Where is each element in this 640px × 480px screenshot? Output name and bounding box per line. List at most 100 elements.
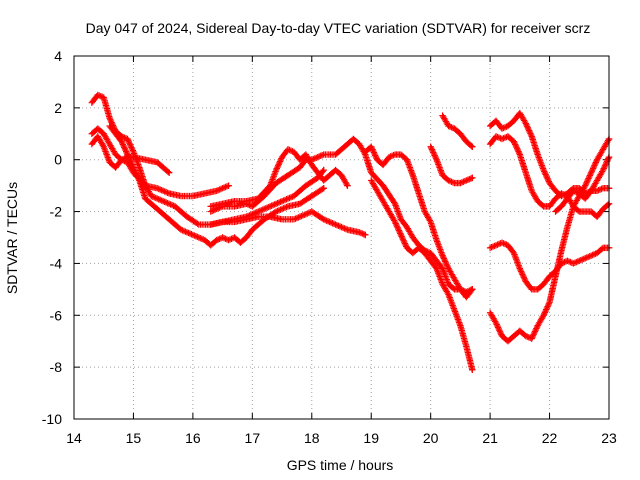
data-point xyxy=(486,244,494,252)
data-point xyxy=(489,243,497,250)
data-point xyxy=(127,142,135,150)
data-point xyxy=(167,201,174,208)
data-point xyxy=(198,235,206,242)
data-point xyxy=(400,237,407,244)
series-sat-j xyxy=(439,112,476,150)
data-point xyxy=(161,198,168,206)
data-point xyxy=(397,230,404,237)
data-point xyxy=(261,205,268,213)
data-point xyxy=(527,131,535,139)
data-point xyxy=(214,236,222,243)
data-point xyxy=(122,147,129,154)
data-point xyxy=(385,153,393,161)
data-point xyxy=(598,185,605,193)
data-point xyxy=(330,220,338,228)
data-point xyxy=(119,139,126,147)
data-point xyxy=(164,168,172,175)
series-sat-o xyxy=(486,135,613,345)
data-point xyxy=(519,271,526,278)
data-point xyxy=(398,233,405,240)
data-point xyxy=(599,166,607,174)
data-point xyxy=(577,256,584,264)
data-point xyxy=(304,210,311,217)
data-point xyxy=(388,152,396,160)
data-point xyxy=(339,224,347,231)
data-point xyxy=(319,185,326,193)
data-point xyxy=(124,152,132,160)
data-point xyxy=(573,258,580,266)
data-point xyxy=(369,146,376,153)
data-point xyxy=(125,154,133,161)
data-point xyxy=(600,165,607,172)
data-point xyxy=(292,215,299,222)
data-point xyxy=(327,219,335,226)
data-point xyxy=(341,225,348,232)
data-points xyxy=(88,91,613,373)
data-point xyxy=(107,117,115,125)
data-point xyxy=(500,124,507,132)
data-point xyxy=(539,313,546,320)
data-point xyxy=(281,204,289,211)
data-point xyxy=(182,228,189,235)
data-point xyxy=(207,208,214,215)
data-point xyxy=(332,221,339,228)
data-point xyxy=(394,224,401,231)
data-point xyxy=(189,231,197,239)
data-point xyxy=(457,179,464,187)
data-point xyxy=(210,207,217,214)
data-point xyxy=(498,135,506,143)
data-point xyxy=(545,302,552,309)
data-point xyxy=(148,192,155,200)
data-point xyxy=(521,118,529,126)
data-point xyxy=(428,146,436,153)
data-point xyxy=(582,181,590,188)
data-point xyxy=(124,151,131,158)
data-point xyxy=(574,258,581,265)
data-point xyxy=(497,329,504,337)
data-point xyxy=(401,240,409,247)
data-point xyxy=(445,122,452,130)
data-point xyxy=(290,216,298,223)
data-point xyxy=(602,161,609,168)
data-point xyxy=(443,262,451,269)
x-tick-label: 22 xyxy=(542,430,558,446)
data-point xyxy=(343,180,350,188)
data-point xyxy=(222,183,229,191)
series-sat-d xyxy=(106,122,327,249)
data-point xyxy=(214,186,222,194)
data-point xyxy=(511,139,518,147)
data-point xyxy=(446,177,454,185)
data-point xyxy=(225,182,232,189)
data-point xyxy=(162,188,170,196)
data-point xyxy=(134,174,142,181)
data-point xyxy=(541,169,549,177)
data-point xyxy=(524,124,531,131)
series-sat-n xyxy=(486,239,613,293)
data-point xyxy=(275,199,283,206)
data-point xyxy=(338,223,345,231)
data-point xyxy=(604,137,612,144)
data-point xyxy=(441,258,449,265)
data-point xyxy=(130,165,138,173)
data-point xyxy=(426,217,434,224)
data-point xyxy=(492,242,500,249)
data-point xyxy=(494,322,501,330)
data-point xyxy=(488,244,495,251)
data-point xyxy=(370,147,377,155)
data-point xyxy=(179,227,186,234)
data-point xyxy=(216,235,223,242)
data-point xyxy=(336,223,344,230)
data-point xyxy=(244,201,252,208)
data-point xyxy=(131,167,138,174)
data-point xyxy=(272,208,280,215)
data-point xyxy=(126,157,134,164)
data-point xyxy=(278,198,286,205)
data-point xyxy=(531,329,538,337)
data-point xyxy=(119,141,127,148)
data-point xyxy=(125,138,133,146)
data-point xyxy=(573,188,580,196)
data-point xyxy=(522,120,529,127)
data-point xyxy=(468,287,475,294)
data-point xyxy=(217,203,225,211)
data-point xyxy=(183,229,191,236)
